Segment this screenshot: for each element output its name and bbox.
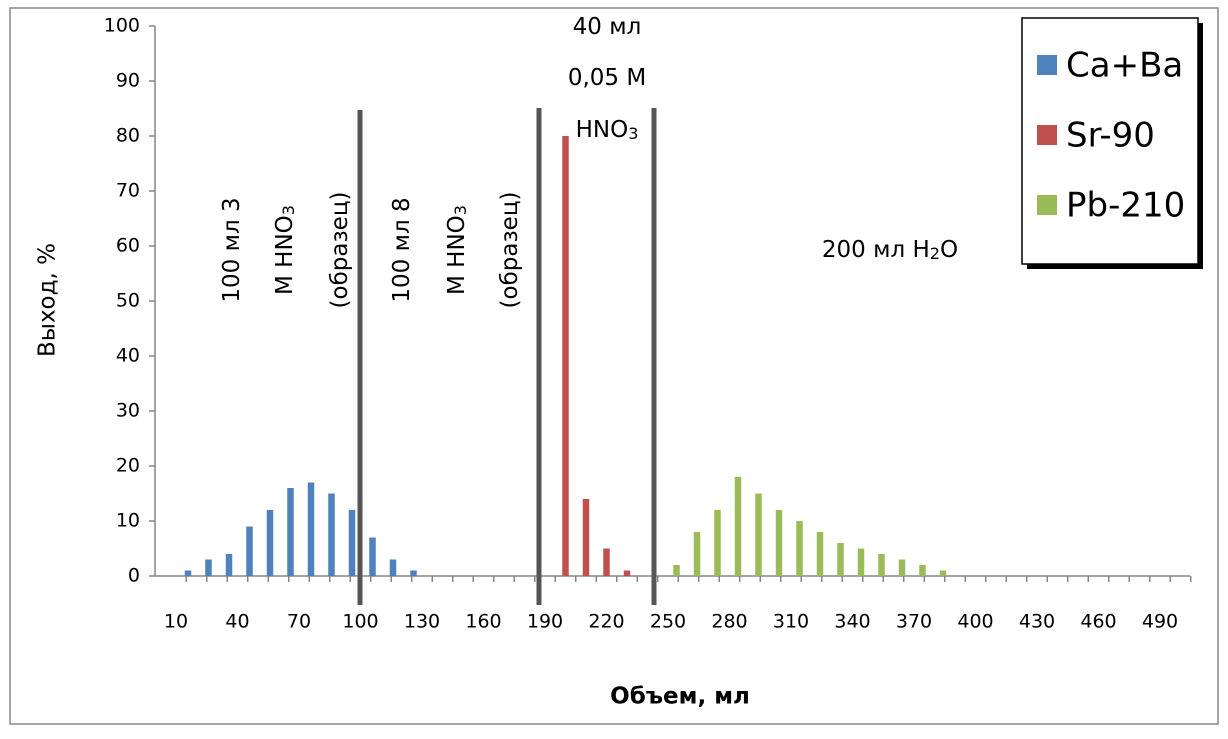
y-tick-label: 80 (116, 125, 140, 147)
y-tick-label: 0 (128, 565, 140, 587)
bar (939, 570, 947, 576)
x-tick-label: 40 (225, 611, 249, 633)
x-tick-label: 370 (896, 611, 932, 633)
annotation: 200 мл H2O (822, 237, 958, 264)
x-tick-label: 70 (287, 611, 311, 633)
bar (898, 559, 906, 576)
bar (919, 565, 926, 576)
annotation-text: 0,05 M (568, 65, 646, 91)
x-tick-label: 130 (404, 611, 440, 633)
bar (205, 559, 212, 576)
annotation-subscript: 3 (451, 205, 470, 215)
bar (734, 477, 742, 576)
bar (307, 482, 315, 576)
annotation: M HNO3 (272, 205, 299, 295)
plot (184, 136, 947, 576)
y-tick-label: 20 (116, 455, 140, 477)
annotation-subscript: 2 (930, 244, 940, 263)
bar (287, 488, 294, 576)
x-tick-label: 340 (834, 611, 870, 633)
bar (328, 493, 335, 576)
annotation-text: 100 мл 3 (219, 197, 245, 302)
annotation-text: M HNO (444, 215, 470, 295)
legend-label: Sr-90 (1066, 116, 1155, 156)
annotation: 40 мл (573, 14, 642, 40)
x-tick-label: 400 (957, 611, 993, 633)
y-tick-label: 90 (116, 70, 140, 92)
x-tick-label: 190 (527, 611, 563, 633)
bar (775, 510, 783, 576)
bar (369, 537, 376, 576)
bar (816, 532, 824, 576)
annotation: M HNO3 (444, 205, 471, 295)
bar (796, 521, 803, 576)
bar (693, 532, 701, 576)
annotation-subscript: 3 (628, 124, 638, 143)
y-tick-label: 70 (116, 180, 140, 202)
bar (857, 548, 865, 576)
y-tick-label: 40 (116, 345, 140, 367)
bar (184, 570, 192, 576)
annotation-text: M HNO (272, 215, 298, 295)
annotation-text: HNO (576, 117, 629, 143)
annotation: 0,05 M (568, 65, 646, 91)
bar (623, 570, 631, 576)
legend-swatch (1037, 125, 1057, 145)
bar (562, 136, 569, 576)
legend-label: Pb-210 (1066, 186, 1185, 226)
annotation-text: 40 мл (573, 14, 642, 40)
y-tick-label: 30 (116, 400, 140, 422)
bar (410, 570, 417, 576)
bar (225, 554, 233, 576)
x-tick-label: 430 (1019, 611, 1055, 633)
y-tick-label: 50 (116, 290, 140, 312)
x-axis-title: Объем, мл (610, 684, 750, 710)
y-tick-label: 10 (116, 510, 140, 532)
x-tick-label: 10 (164, 611, 188, 633)
annotation: (образец) (327, 192, 353, 309)
annotation-text: (образец) (327, 192, 353, 309)
annotation: 100 мл 3 (219, 197, 245, 302)
annotation: 100 мл 8 (389, 197, 415, 302)
annotation-text: O (940, 237, 958, 263)
bar (603, 548, 610, 576)
annotation-text: (образец) (497, 192, 523, 309)
bar (837, 543, 844, 576)
chart-frame (9, 7, 1219, 725)
bar (266, 510, 274, 576)
y-tick-label: 100 (104, 15, 140, 37)
x-tick-label: 490 (1142, 611, 1178, 633)
bar (714, 510, 721, 576)
y-axis-title: Выход, % (35, 243, 61, 357)
x-tick-label: 250 (650, 611, 686, 633)
bar (389, 559, 397, 576)
x-tick-label: 220 (588, 611, 624, 633)
x-tick-label: 100 (342, 611, 378, 633)
legend-swatch (1037, 195, 1057, 215)
x-tick-label: 280 (711, 611, 747, 633)
bar (878, 554, 885, 576)
bar (246, 526, 253, 576)
annotation-subscript: 3 (279, 205, 298, 215)
bar (755, 493, 762, 576)
annotation-text: 200 мл H (822, 237, 930, 263)
bar (348, 510, 356, 576)
annotation: HNO3 (576, 117, 639, 144)
legend-label: Ca+Ba (1066, 46, 1183, 86)
legend-swatch (1037, 55, 1057, 75)
x-tick-label: 160 (465, 611, 501, 633)
x-tick-label: 310 (773, 611, 809, 633)
annotation-text: 100 мл 8 (389, 197, 415, 302)
annotation: (образец) (497, 192, 523, 309)
bar (673, 565, 680, 576)
bar (582, 499, 590, 576)
y-tick-label: 60 (116, 235, 140, 257)
x-tick-label: 460 (1080, 611, 1116, 633)
